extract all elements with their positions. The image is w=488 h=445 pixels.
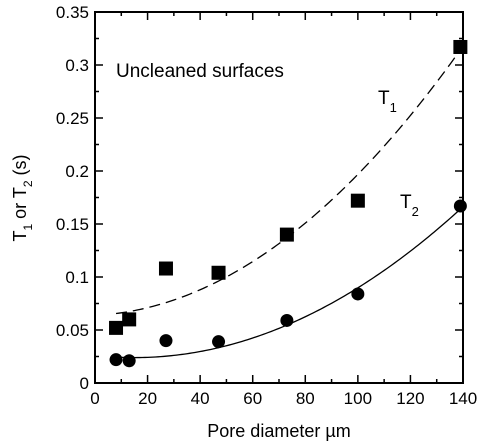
y-tick-label: 0.2 <box>65 162 89 181</box>
y-axis-title-units: (s) <box>10 154 30 180</box>
x-tick-label: 0 <box>90 389 99 408</box>
series-label-t1-main: T <box>378 88 390 109</box>
y-tick-label: 0.3 <box>65 56 89 75</box>
x-tick-label: 80 <box>296 389 315 408</box>
y-axis-title-sub1: 1 <box>21 224 35 231</box>
x-axis-title: Pore diameter µm <box>207 421 350 441</box>
y-tick-label: 0.25 <box>56 109 89 128</box>
data-point-t2 <box>159 334 173 348</box>
data-point-t1 <box>158 261 173 276</box>
y-axis-title-or-t2: or T <box>10 187 30 224</box>
annotation-uncleaned-surfaces: Uncleaned surfaces <box>116 61 284 82</box>
series-label-t1: T1 <box>378 88 397 115</box>
data-points <box>109 39 468 368</box>
x-tick-label: 100 <box>344 389 372 408</box>
x-tick-label: 120 <box>396 389 424 408</box>
data-point-t2 <box>453 199 467 213</box>
series-label-t2: T2 <box>400 192 419 219</box>
y-axis-title: T1 or T2 (s) <box>10 154 35 241</box>
data-point-t2 <box>351 287 365 301</box>
series-label-t2-sub: 2 <box>412 204 419 219</box>
data-point-t1 <box>109 320 124 335</box>
y-tick-label: 0.05 <box>56 321 89 340</box>
series-label-t2-main: T <box>400 192 412 213</box>
y-tick-label: 0 <box>80 374 89 393</box>
x-tick-label: 140 <box>449 389 477 408</box>
y-tick-label: 0.35 <box>56 3 89 22</box>
data-point-t1 <box>211 265 226 280</box>
data-point-t2 <box>212 335 226 349</box>
data-point-t1 <box>279 227 294 242</box>
data-point-t1 <box>122 312 137 327</box>
data-point-t1 <box>350 193 365 208</box>
x-tick-label: 40 <box>191 389 210 408</box>
data-point-t2 <box>109 353 123 367</box>
y-tick-label: 0.15 <box>56 215 89 234</box>
data-point-t1 <box>453 39 468 54</box>
x-tick-label: 20 <box>138 389 157 408</box>
x-tick-label: 60 <box>243 389 262 408</box>
y-axis-title-sub2: 2 <box>21 180 35 187</box>
series-label-t1-sub: 1 <box>390 100 397 115</box>
data-point-t2 <box>280 313 294 327</box>
data-point-t2 <box>122 354 136 368</box>
y-tick-label: 0.1 <box>65 268 89 287</box>
ticks: 0 20 40 60 80 100 120 140 0 0.05 0.1 0.15 0.2 0.25 0.3… <box>56 3 477 408</box>
y-axis-title-t1: T <box>10 231 30 242</box>
